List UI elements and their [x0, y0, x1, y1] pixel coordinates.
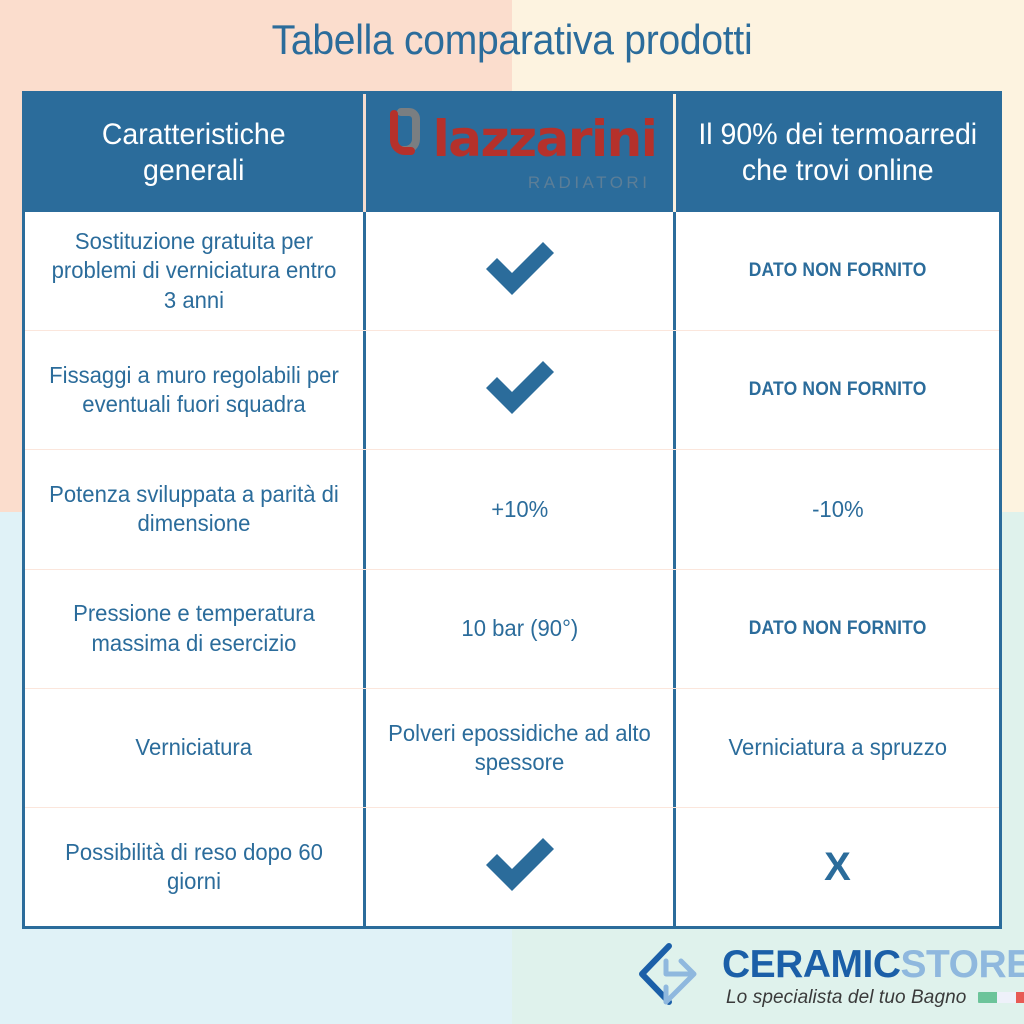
- competitor-value-cell: -10%: [676, 450, 999, 568]
- feature-label: Pressione e temperatura massima di eserc…: [73, 600, 315, 656]
- check-icon: [481, 358, 559, 422]
- header-competitor-label: Il 90% dei termoarredi che trovi online: [698, 117, 977, 189]
- italian-flag-icon: [978, 992, 1024, 1003]
- feature-label: Fissaggi a muro regolabili per eventuali…: [49, 362, 339, 418]
- table-row: Potenza sviluppata a parità di dimension…: [25, 450, 999, 570]
- brand-value-label: +10%: [490, 495, 549, 522]
- table-row: Sostituzione gratuita per problemi di ve…: [25, 212, 999, 332]
- competitor-value-cell: DATO NON FORNITO: [676, 570, 999, 688]
- lazzarini-wordmark: lazzarini: [432, 110, 658, 169]
- ceramicstore-tagline-row: Lo specialista del tuo Bagno: [722, 987, 1024, 1009]
- brand-value-cell: +10%: [366, 450, 676, 569]
- feature-label: Sostituzione gratuita per problemi di ve…: [51, 228, 337, 313]
- ceramicstore-logo-text: CERAMIC STORE ® Lo specialista del tuo B…: [722, 945, 1024, 1009]
- header-competitor-line1: Il 90% dei termoarredi: [698, 118, 977, 151]
- brand-value-cell: [366, 212, 676, 331]
- ceramicstore-word-secondary: STORE: [900, 942, 1024, 986]
- feature-label: Potenza sviluppata a parità di dimension…: [49, 481, 339, 537]
- competitor-value-label: DATO NON FORNITO: [748, 260, 927, 282]
- header-cell-competitor: Il 90% dei termoarredi che trovi online: [676, 94, 999, 212]
- header-features-line1: Caratteristiche: [102, 118, 286, 151]
- brand-value-cell: 10 bar (90°): [366, 569, 676, 688]
- brand-value-cell: [366, 807, 676, 927]
- feature-cell: Pressione e temperatura massima di eserc…: [25, 569, 366, 688]
- competitor-value-label: -10%: [811, 495, 864, 522]
- ceramicstore-tagline: Lo specialista del tuo Bagno: [726, 986, 967, 1008]
- flag-stripe-white: [997, 992, 1016, 1003]
- feature-cell: Sostituzione gratuita per problemi di ve…: [25, 212, 366, 331]
- competitor-value-cell: DATO NON FORNITO: [676, 331, 999, 449]
- comparison-table: Caratteristiche generali lazzarini RADIA…: [22, 91, 1002, 929]
- feature-cell: Possibilità di reso dopo 60 giorni: [25, 807, 366, 927]
- competitor-value-label: DATO NON FORNITO: [748, 379, 927, 401]
- table-row: Possibilità di reso dopo 60 giorni X: [25, 807, 999, 927]
- table-row: Verniciatura Polveri epossidiche ad alto…: [25, 688, 999, 808]
- feature-cell: Potenza sviluppata a parità di dimension…: [25, 450, 366, 569]
- lazzarini-tagline: RADIATORI: [527, 173, 651, 193]
- brand-value-label: 10 bar (90°): [461, 615, 578, 641]
- flag-stripe-red: [1015, 992, 1024, 1003]
- table-row: Fissaggi a muro regolabili per eventuali…: [25, 331, 999, 451]
- header-features-label: Caratteristiche generali: [102, 117, 286, 189]
- flag-stripe-green: [978, 992, 998, 1003]
- lazzarini-wordmark-row: lazzarini: [383, 108, 658, 170]
- ceramicstore-word-primary: CERAMIC: [722, 942, 901, 986]
- competitor-value-cell: Verniciatura a spruzzo: [676, 689, 999, 807]
- feature-cell: Fissaggi a muro regolabili per eventuali…: [25, 331, 366, 450]
- feature-cell: Verniciatura: [25, 688, 366, 807]
- competitor-value-cell: DATO NON FORNITO: [676, 212, 999, 330]
- check-icon: [481, 835, 559, 899]
- ceramicstore-logo: CERAMIC STORE ® Lo specialista del tuo B…: [636, 941, 1024, 1012]
- competitor-value-label: DATO NON FORNITO: [748, 617, 927, 639]
- header-features-line2: generali: [143, 154, 245, 187]
- competitor-value-label: Verniciatura a spruzzo: [728, 734, 947, 761]
- header-cell-features: Caratteristiche generali: [25, 94, 366, 212]
- feature-label: Verniciatura: [135, 734, 253, 761]
- check-icon: [481, 239, 559, 303]
- header-cell-brand: lazzarini RADIATORI: [366, 94, 676, 212]
- header-competitor-line2: che trovi online: [741, 154, 934, 187]
- feature-label: Possibilità di reso dopo 60 giorni: [65, 838, 323, 894]
- lazzarini-logo: lazzarini RADIATORI: [383, 108, 658, 194]
- page-title: Tabella comparativa prodotti: [271, 16, 753, 63]
- competitor-value-cell: X: [676, 808, 999, 926]
- brand-value-label: Polveri epossidiche ad alto spessore: [388, 719, 651, 775]
- brand-value-cell: [366, 331, 676, 450]
- brand-value-cell: Polveri epossidiche ad alto spessore: [366, 688, 676, 807]
- table-header-row: Caratteristiche generali lazzarini RADIA…: [25, 94, 999, 212]
- table-row: Pressione e temperatura massima di eserc…: [25, 569, 999, 689]
- ceramicstore-wordmark: CERAMIC STORE ®: [722, 945, 1024, 984]
- cross-icon: X: [824, 844, 851, 889]
- ceramicstore-chevron-icon: [636, 941, 708, 1012]
- lazzarini-monogram-icon: [383, 108, 423, 170]
